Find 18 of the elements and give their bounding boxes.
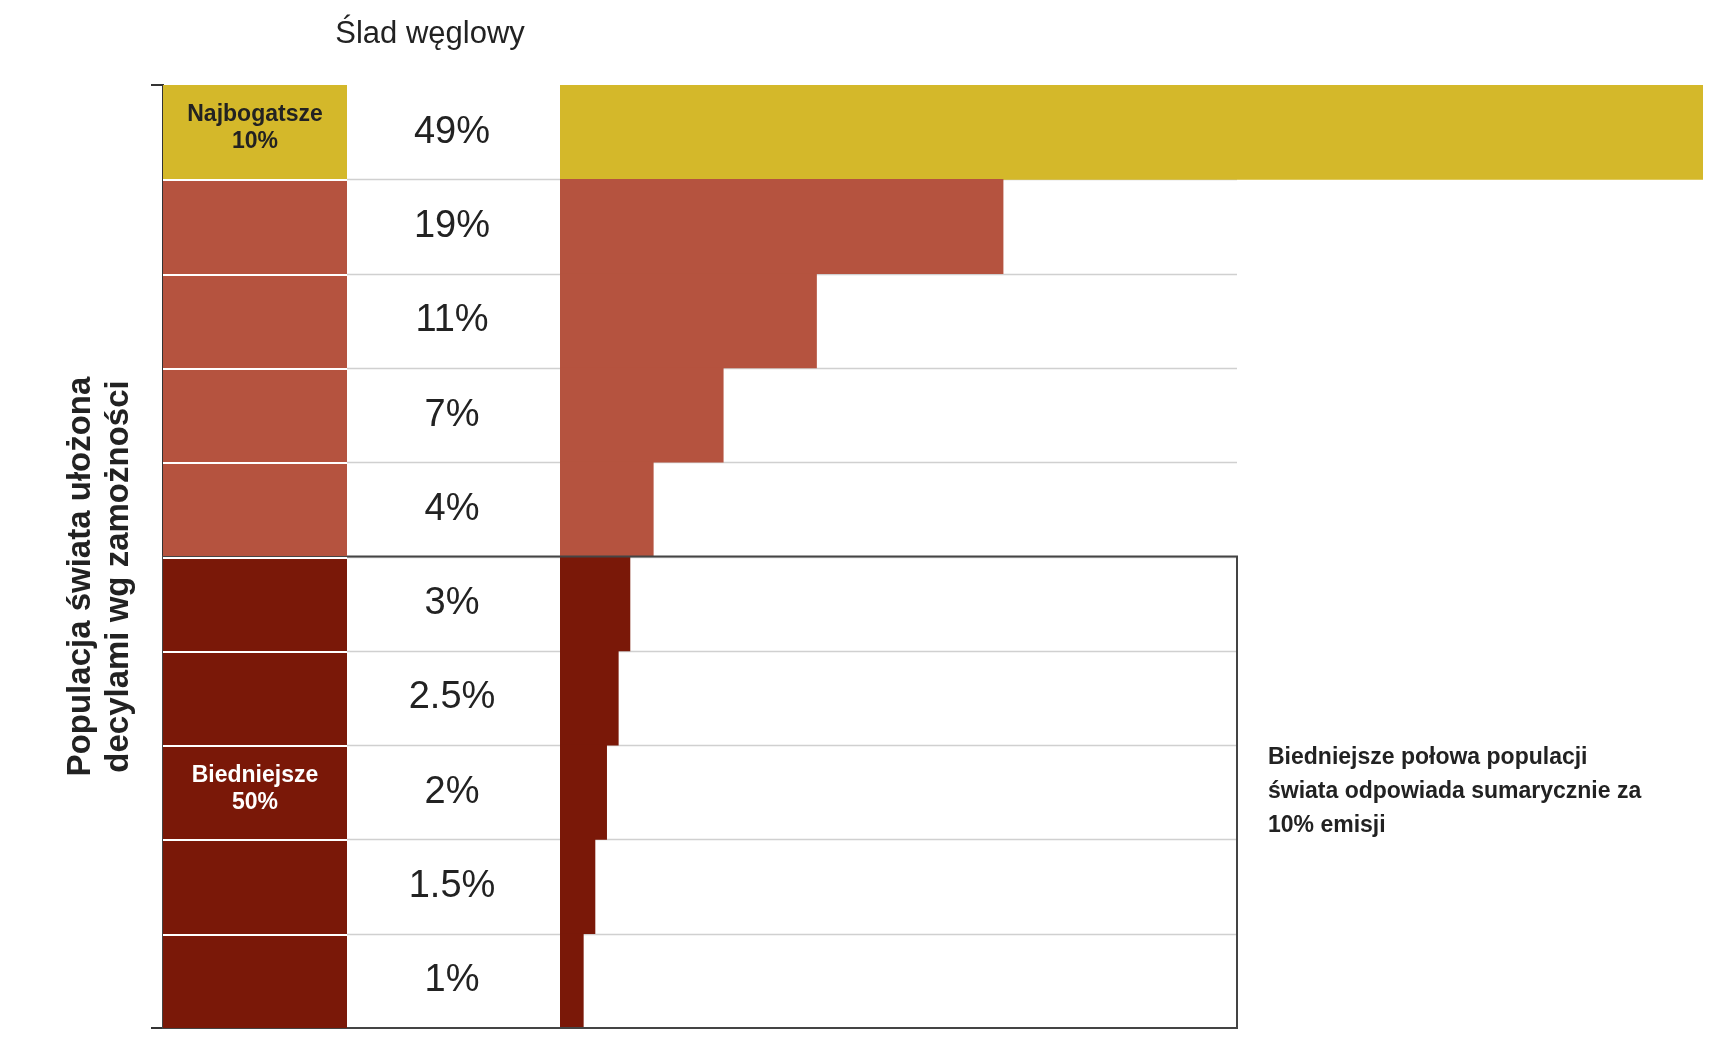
y-tick-label: Biedniejsze 50% [190,761,320,816]
y-tick-label: Najbogatsze 10% [186,100,324,155]
data-label: 2% [424,768,480,811]
data-label: 2.5% [408,674,496,717]
data-label: 1.5% [408,863,496,906]
bar [560,85,1704,180]
chart-title: Ślad węglowy [335,13,526,50]
data-label: 11% [415,297,489,340]
data-label: 7% [424,391,480,434]
data-label: 3% [424,580,480,623]
decile-tile: Biedniejsze 50% [163,745,347,840]
decile-tile: Najbogatsze 10% [163,85,347,180]
annotation: Biedniejsze połowa populacji świata odpowiada sumarycznie za 10% emisji [1268,743,1642,838]
data-label: 49% [413,108,491,151]
data-label: 4% [424,485,480,528]
data-label: 1% [424,957,480,1000]
y-axis-title: Populacja świata ułożona decylami wg zamożności [60,375,136,777]
data-label: 19% [413,202,491,245]
